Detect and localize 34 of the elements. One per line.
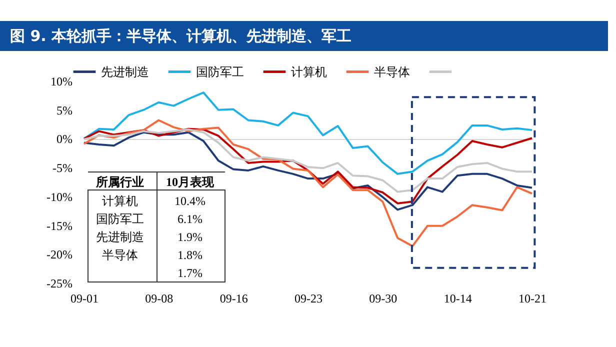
y-tick-label: 10% bbox=[50, 74, 72, 88]
legend-label: 国防军工 bbox=[196, 64, 244, 79]
y-tick-label: -15% bbox=[46, 218, 72, 233]
line-series bbox=[83, 92, 533, 175]
y-tick-label: 0% bbox=[56, 132, 72, 146]
annotation: 6.1% bbox=[178, 212, 202, 226]
x-tick-label: 09-16 bbox=[220, 292, 248, 306]
annotation: 所属行业 bbox=[95, 175, 144, 189]
x-tick-label: 09-30 bbox=[369, 292, 398, 306]
chart-title: 图 9. 本轮抓手：半导体、计算机、先进制造、军工 bbox=[10, 27, 352, 45]
y-tick-label: -20% bbox=[46, 248, 72, 262]
y-tick-label: -25% bbox=[46, 276, 72, 290]
annotation: 计算机 bbox=[102, 194, 138, 208]
legend-label: 先进制造 bbox=[101, 64, 149, 79]
y-tick-label: -10% bbox=[46, 190, 72, 204]
annotation: 1.9% bbox=[178, 230, 202, 244]
annotation: 10月表现 bbox=[166, 175, 215, 189]
x-tick-label: 09-08 bbox=[145, 292, 174, 306]
x-tick-label: 09-01 bbox=[70, 292, 98, 306]
line-series bbox=[83, 128, 533, 193]
annotation: 半导体 bbox=[102, 248, 138, 262]
legend-label: 计算机 bbox=[291, 64, 327, 79]
legend-label: 半导体 bbox=[374, 64, 410, 79]
y-tick-label: -5% bbox=[52, 161, 72, 176]
annotation: 1.7% bbox=[178, 266, 202, 280]
annotation: 10.4% bbox=[174, 194, 206, 208]
x-tick-label: 10-21 bbox=[518, 292, 546, 306]
x-tick-label: 10-14 bbox=[444, 292, 472, 306]
x-tick-label: 09-23 bbox=[294, 292, 322, 306]
line-series bbox=[83, 119, 533, 248]
annotation: 先进制造 bbox=[96, 230, 144, 244]
annotation: 1.8% bbox=[178, 248, 202, 262]
y-tick-label: 5% bbox=[56, 103, 72, 118]
annotation: 国防军工 bbox=[96, 212, 144, 226]
